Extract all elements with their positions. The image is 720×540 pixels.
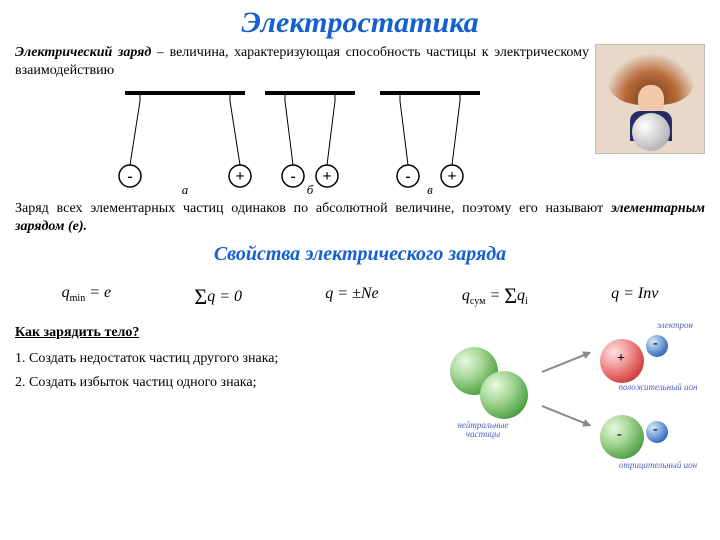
definition-row: Электрический заряд – величина, характер… xyxy=(0,40,720,196)
howto-text: Как зарядить тело? 1. Создать недостаток… xyxy=(15,321,450,471)
formula-1: qmin = e xyxy=(62,284,111,304)
svg-text:+: + xyxy=(447,168,456,185)
howto-item-1: 1. Создать недостаток частиц другого зна… xyxy=(15,347,450,371)
howto-item-2: 2. Создать избыток частиц одного знака; xyxy=(15,371,450,395)
elementary-before: Заряд всех элементарных частиц одинаков … xyxy=(15,201,611,216)
formula-5: q = Inv xyxy=(611,285,658,303)
ion-diagram: электроннейтральные частицы+-положительн… xyxy=(450,321,710,471)
svg-text:а: а xyxy=(182,182,189,196)
formula-4: qсум = Σqi xyxy=(462,280,528,307)
definition-term: Электрический заряд xyxy=(15,45,151,60)
svg-text:б: б xyxy=(307,182,314,196)
howto-question: Как зарядить тело? xyxy=(15,321,450,345)
subtitle: Свойства электрического заряда xyxy=(0,243,720,266)
formula-row: qmin = e Σq = 0 q = ±Ne qсум = Σqi q = I… xyxy=(0,266,720,317)
svg-text:в: в xyxy=(427,182,433,196)
svg-text:-: - xyxy=(290,168,295,185)
vandegraaff-photo xyxy=(595,44,705,154)
elementary-text: Заряд всех элементарных частиц одинаков … xyxy=(0,196,720,235)
svg-text:+: + xyxy=(235,168,244,185)
formula-3: q = ±Ne xyxy=(325,285,378,303)
pendulum-diagram: -+а-+б-+в xyxy=(115,81,495,196)
svg-text:-: - xyxy=(127,168,132,185)
formula-2: Σq = 0 xyxy=(194,281,242,307)
svg-text:-: - xyxy=(405,168,410,185)
definition-text: Электрический заряд – величина, характер… xyxy=(15,44,595,196)
svg-text:+: + xyxy=(322,168,331,185)
main-title: Электростатика xyxy=(0,0,720,40)
lower-section: Как зарядить тело? 1. Создать недостаток… xyxy=(0,317,720,471)
